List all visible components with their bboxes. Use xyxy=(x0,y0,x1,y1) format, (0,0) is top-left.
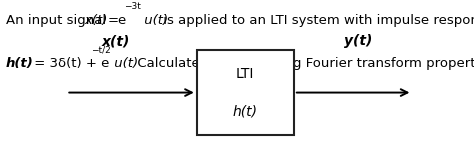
Text: −t/2: −t/2 xyxy=(91,45,111,54)
Text: LTI: LTI xyxy=(236,67,255,81)
Text: −3t: −3t xyxy=(124,2,141,11)
Text: h(t): h(t) xyxy=(6,57,34,70)
Text: . Calculate the output: . Calculate the output xyxy=(129,57,279,70)
Text: u(t): u(t) xyxy=(110,57,138,70)
Text: is applied to an LTI system with impulse response: is applied to an LTI system with impulse… xyxy=(159,15,474,28)
Bar xyxy=(197,50,294,135)
Text: y(t): y(t) xyxy=(236,57,259,70)
Text: =e: =e xyxy=(108,15,128,28)
Text: x(t): x(t) xyxy=(84,15,108,28)
Text: An input signal: An input signal xyxy=(6,15,110,28)
Text: u(t): u(t) xyxy=(140,15,168,28)
Text: x(t): x(t) xyxy=(102,34,130,48)
Text: h(t): h(t) xyxy=(233,104,258,118)
Text: , using Fourier transform properties.: , using Fourier transform properties. xyxy=(257,57,474,70)
Text: y(t): y(t) xyxy=(344,34,372,48)
Text: = 3δ(t) + e: = 3δ(t) + e xyxy=(30,57,109,70)
